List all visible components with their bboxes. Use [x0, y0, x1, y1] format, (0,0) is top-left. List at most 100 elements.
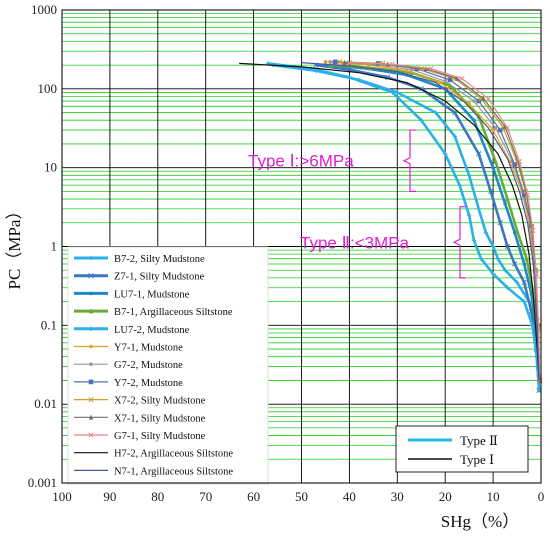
legend-label: G7-1, Silty Mudstone: [114, 431, 206, 442]
annotation-label: Type Ⅰ:>6MPa: [248, 152, 354, 171]
x-tick-label: 60: [247, 489, 260, 504]
series-line: [301, 62, 540, 381]
data-point: [337, 59, 343, 65]
data-point: [346, 59, 353, 66]
data-point: [476, 113, 482, 119]
data-point: [491, 128, 495, 132]
type-legend-box: [395, 425, 529, 473]
legend-entry: G7-1, Silty Mudstone: [74, 431, 206, 442]
data-point: [389, 61, 396, 67]
annotation-bracket: [452, 206, 466, 279]
data-point: [447, 77, 453, 83]
data-point: [495, 256, 501, 262]
series-n7-1: [301, 62, 540, 381]
type-legend: Type Ⅱ Type Ⅰ: [395, 425, 529, 473]
data-point: [88, 396, 94, 403]
series-g7-1: [346, 59, 543, 384]
legend-entry: N7-1, Argillaceous Siltstone: [74, 466, 233, 477]
data-point: [491, 165, 495, 170]
annotation-label: Type Ⅱ:<3MPa: [300, 233, 410, 252]
data-point: [522, 262, 527, 266]
series-y7-1: [323, 60, 541, 383]
type-legend-label: Type Ⅱ: [460, 433, 498, 448]
data-point: [471, 237, 477, 243]
data-point: [524, 255, 529, 262]
x-tick-label: 20: [439, 489, 452, 504]
type-legend-entry: Type Ⅰ: [408, 452, 494, 467]
data-point: [504, 125, 511, 131]
data-point: [418, 117, 424, 123]
legend-label: X7-1, Silty Mudstone: [114, 413, 206, 424]
data-point: [497, 220, 503, 226]
data-point: [488, 188, 494, 195]
data-point: [521, 192, 527, 198]
data-point: [512, 261, 518, 267]
x-axis-ticks: 100 90 80 70 60 50 40 30 20 10 0: [52, 489, 544, 504]
x-tick-label: 90: [103, 489, 116, 504]
legend-label: Y7-1, Mudstone: [114, 343, 183, 354]
data-point: [89, 344, 93, 349]
data-point: [433, 110, 438, 115]
legend-label: X7-2, Silty Mudstone: [114, 396, 206, 407]
data-point: [476, 206, 482, 212]
legend-label: B7-2, Silty Mudstone: [114, 254, 205, 265]
data-point: [332, 59, 338, 65]
series-line: [267, 62, 541, 391]
data-point: [443, 79, 448, 83]
data-point: [530, 227, 536, 234]
data-point: [452, 109, 458, 116]
data-point: [502, 123, 508, 130]
data-point: [472, 99, 476, 103]
y-axis-title: PC（MPa）: [5, 203, 24, 290]
data-point: [88, 326, 94, 332]
x-tick-label: 80: [151, 489, 164, 504]
data-point: [493, 158, 498, 164]
data-point: [476, 98, 482, 104]
data-point: [476, 151, 482, 157]
series-g7-2: [328, 60, 542, 383]
legend-entry: G7-2, Mudstone: [74, 360, 183, 371]
data-point: [467, 101, 471, 106]
data-point: [88, 273, 94, 279]
legend-entry: X7-1, Silty Mudstone: [74, 413, 206, 424]
legend-label: G7-2, Mudstone: [114, 360, 183, 371]
legend-entry: LU7-1, Mudstone: [74, 289, 190, 300]
x-tick-label: 50: [295, 489, 308, 504]
data-point: [512, 162, 517, 167]
data-point: [497, 127, 503, 133]
legend-label: Z7-1, Silty Mudstone: [114, 272, 204, 283]
x-tick-label: 70: [199, 489, 212, 504]
data-point: [466, 173, 472, 178]
data-point: [516, 158, 523, 165]
data-point: [452, 133, 458, 139]
data-point: [89, 362, 93, 367]
data-point: [342, 59, 347, 65]
data-point: [459, 75, 465, 82]
data-point: [88, 308, 94, 314]
data-point: [395, 90, 400, 95]
data-point: [490, 271, 496, 277]
series-h7-2: [239, 62, 540, 381]
data-point: [530, 323, 535, 328]
x-axis-title: SHg（%）: [441, 512, 519, 531]
data-point: [347, 75, 352, 80]
data-point: [328, 60, 333, 64]
data-point: [524, 192, 531, 198]
data-point: [428, 66, 434, 72]
data-point: [472, 118, 476, 123]
data-point: [533, 271, 539, 277]
annotations: Type Ⅰ:>6MPa Type Ⅱ:<3MPa: [248, 129, 466, 279]
legend-label: Y7-2, Mudstone: [114, 378, 183, 389]
data-point: [88, 432, 94, 438]
y-tick-label: 100: [38, 81, 58, 96]
legend-label: LU7-2, Mudstone: [114, 325, 190, 336]
data-point: [503, 201, 507, 206]
y-tick-label: 0.001: [28, 475, 57, 490]
data-point: [442, 151, 448, 157]
data-point: [454, 75, 460, 81]
y-tick-label: 10: [44, 160, 57, 175]
data-point: [493, 126, 498, 130]
data-point: [414, 66, 419, 72]
data-point: [323, 60, 328, 64]
